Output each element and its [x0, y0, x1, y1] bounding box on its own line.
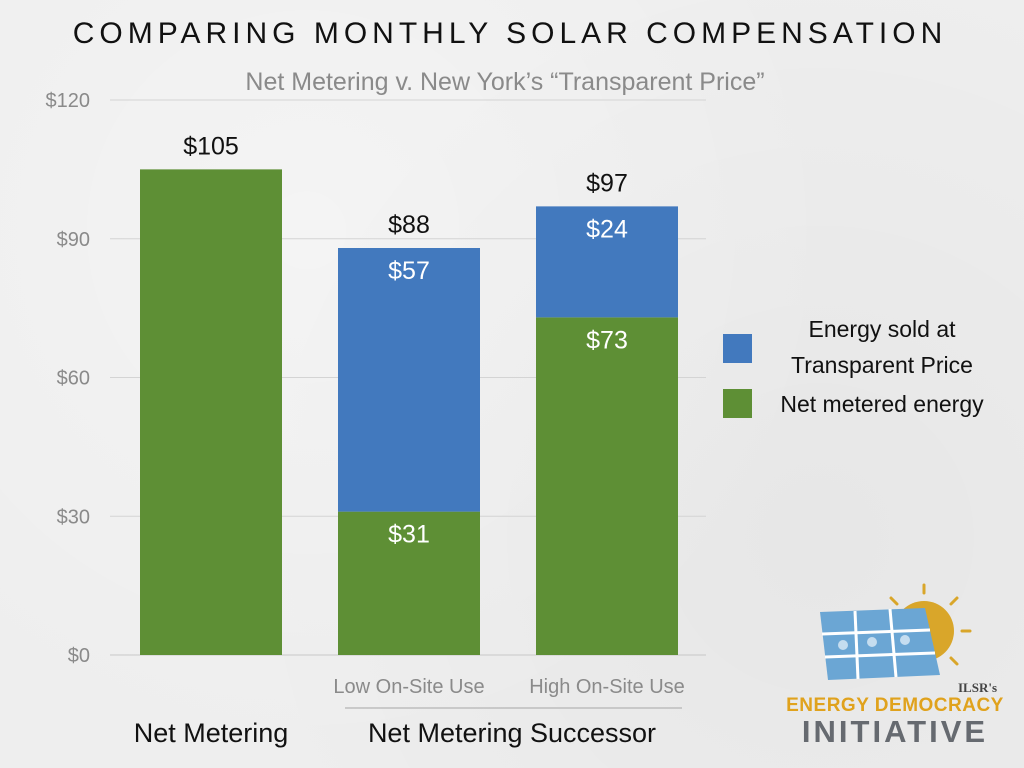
logo-line1: ENERGY DEMOCRACY	[786, 695, 1004, 716]
y-tick-label: $90	[57, 229, 90, 251]
bar-segment-net-metered-energy	[338, 511, 480, 655]
chart-title: COMPARING MONTHLY SOLAR COMPENSATION	[73, 17, 948, 50]
bars	[140, 169, 678, 655]
logo-line2: INITIATIVE	[802, 714, 988, 749]
y-tick-label: $30	[57, 506, 90, 528]
x-axis-labels: Low On-Site Use High On-Site Use Net Meter…	[134, 676, 685, 748]
legend-label: Energy sold at	[808, 316, 956, 342]
y-tick-label: $0	[68, 645, 90, 667]
bar-segment-energy-sold-at-transparent-price	[536, 206, 678, 318]
segment-value-label: $24	[586, 215, 628, 243]
logo-small-text: ILSR's	[958, 680, 997, 695]
legend: Energy sold at Transparent Price Net meter…	[723, 316, 984, 418]
legend-label: Net metered energy	[780, 391, 984, 417]
bar-total-label: $97	[586, 169, 628, 197]
segment-value-label: $57	[388, 257, 430, 285]
legend-label: Transparent Price	[791, 352, 973, 378]
energy-democracy-logo: ILSR's ENERGY DEMOCRACY INITIATIVE	[786, 583, 1004, 749]
bar-total-label: $88	[388, 211, 430, 239]
x-sub-category-label: High On-Site Use	[529, 676, 685, 698]
x-group-label: Net Metering Successor	[368, 718, 656, 748]
legend-swatch-energy-sold-at-transparent-price	[723, 334, 752, 363]
bar-segment-net-metered-energy	[140, 169, 282, 655]
bar-labels: $105 $31 $57 $88 $73 $24 $97	[183, 132, 628, 548]
segment-value-label: $31	[388, 521, 430, 549]
x-sub-category-label: Low On-Site Use	[333, 676, 484, 698]
bar-total-label: $105	[183, 132, 239, 160]
x-group-label: Net Metering	[134, 718, 289, 748]
y-tick-label: $120	[46, 90, 91, 112]
legend-swatch-net-metered-energy	[723, 389, 752, 418]
solar-panel-icon	[820, 608, 940, 680]
y-tick-label: $60	[57, 368, 90, 390]
y-axis-ticks: $0 $30 $60 $90 $120	[46, 90, 91, 667]
bar-segment-net-metered-energy	[536, 317, 678, 655]
bar-segment-energy-sold-at-transparent-price	[338, 248, 480, 512]
segment-value-label: $73	[586, 326, 628, 354]
chart-subtitle: Net Metering v. New York’s “Transparent …	[245, 68, 764, 96]
